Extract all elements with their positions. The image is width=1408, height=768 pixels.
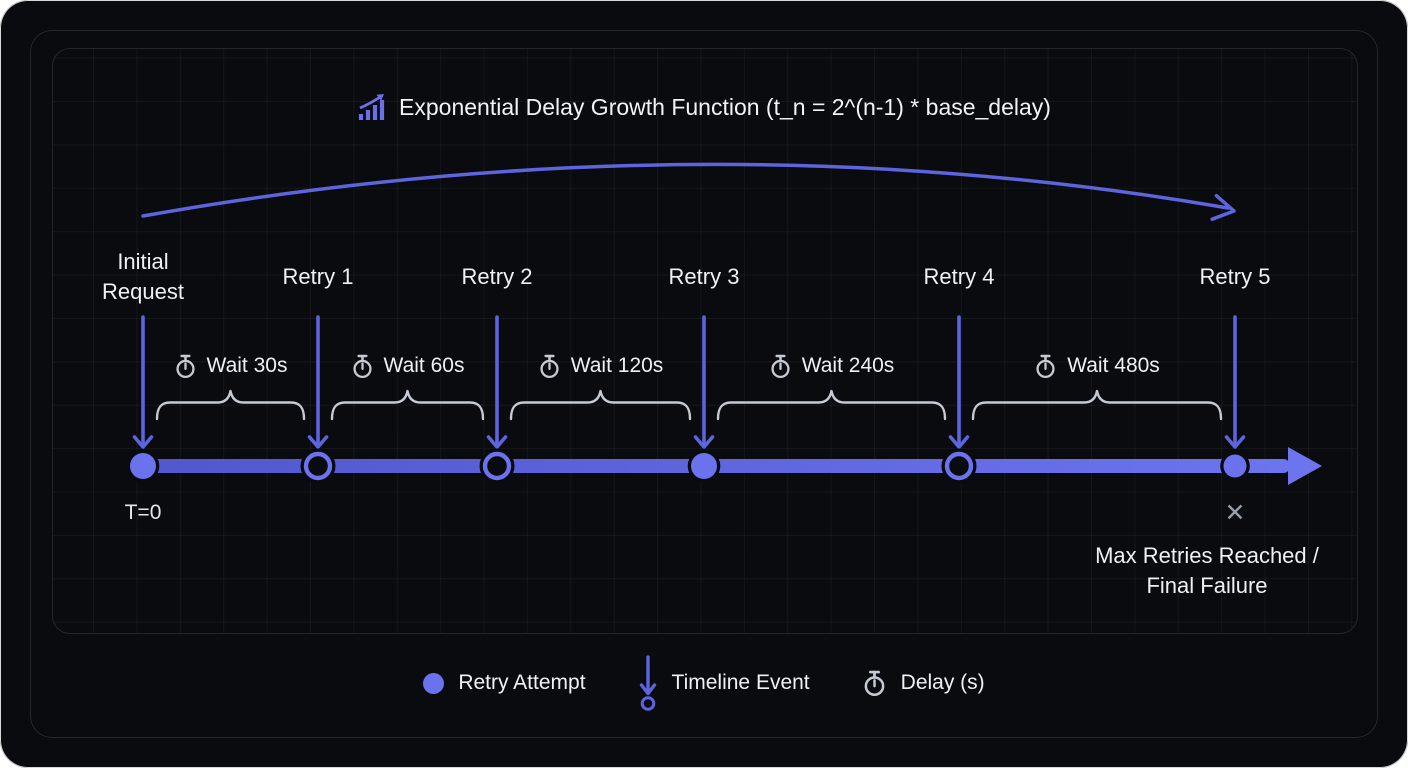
event-label: Retry 3 [668, 264, 740, 289]
growth-arc [141, 162, 1230, 218]
event-dot-hollow [482, 451, 512, 481]
failure-label-line2: Final Failure [1146, 573, 1268, 598]
legend-label: Timeline Event [671, 671, 810, 694]
event-dot-filled [130, 453, 156, 479]
stopwatch-icon [174, 354, 197, 379]
retry-dot-icon [423, 672, 445, 694]
event-label: Retry 4 [923, 264, 995, 289]
stopwatch-icon [538, 354, 561, 379]
timeline-arrow-icon [639, 655, 656, 711]
wait-label: Wait 60s [283, 350, 533, 382]
wait-brace [330, 389, 485, 421]
outer-panel [30, 30, 1378, 738]
failure-x-icon: ✕ [1224, 499, 1246, 527]
diagram-title-row: Exponential Delay Growth Function (t_n =… [0, 92, 1408, 122]
event-arrowhead-icon [132, 435, 154, 449]
legend-item-timeline-event: Timeline Event [638, 654, 810, 712]
stopwatch-icon [351, 354, 374, 379]
wait-label: Wait 30s [106, 350, 356, 382]
chart-increasing-icon [358, 94, 385, 120]
event-arrowhead-icon [1224, 435, 1246, 449]
legend-label: Delay (s) [900, 671, 985, 694]
legend: Retry Attempt Timeline Event Delay (s) [0, 646, 1408, 720]
wait-label-text: Wait 240s [801, 354, 895, 377]
origin-time-label: T=0 [124, 501, 162, 524]
event-arrowhead-icon [693, 435, 715, 449]
event-arrowhead-icon [948, 435, 970, 449]
legend-item-retry-attempt: Retry Attempt [423, 671, 586, 695]
wait-brace [509, 389, 692, 421]
diagram-title: Exponential Delay Growth Function (t_n =… [399, 93, 1051, 120]
wait-label-text: Wait 120s [570, 354, 664, 377]
event-label: Retry 1 [282, 264, 354, 289]
wait-label: Wait 480s [972, 350, 1222, 382]
wait-label-text: Wait 30s [206, 354, 288, 377]
wait-brace [716, 389, 947, 421]
wait-brace [971, 389, 1223, 421]
failure-label: Max Retries Reached / Final Failure [1057, 541, 1357, 601]
wait-label-text: Wait 60s [383, 354, 465, 377]
wait-label: Wait 120s [476, 350, 726, 382]
stopwatch-icon [769, 354, 792, 379]
event-label: Retry 2 [461, 264, 533, 289]
failure-label-line1: Max Retries Reached / [1095, 543, 1319, 568]
wait-label-text: Wait 480s [1067, 354, 1160, 377]
grid-canvas [52, 48, 1358, 634]
timeline-arrowhead-icon [1288, 447, 1322, 485]
wait-brace [155, 389, 306, 421]
growth-arc-arrowhead-icon [1210, 193, 1236, 221]
event-dot-filled [1223, 454, 1247, 478]
event-label: Initial Request [102, 249, 184, 304]
stopwatch-icon [862, 670, 887, 697]
event-arrowhead-icon [307, 435, 329, 449]
event-label: Retry 5 [1199, 264, 1271, 289]
legend-label: Retry Attempt [458, 671, 586, 694]
wait-label: Wait 240s [707, 350, 957, 382]
event-arrowhead-icon [486, 435, 508, 449]
event-dot-hollow [303, 451, 333, 481]
stopwatch-icon [1034, 354, 1057, 379]
event-dot-hollow [944, 451, 974, 481]
event-dot-filled [691, 453, 717, 479]
legend-item-delay: Delay (s) [862, 670, 985, 697]
